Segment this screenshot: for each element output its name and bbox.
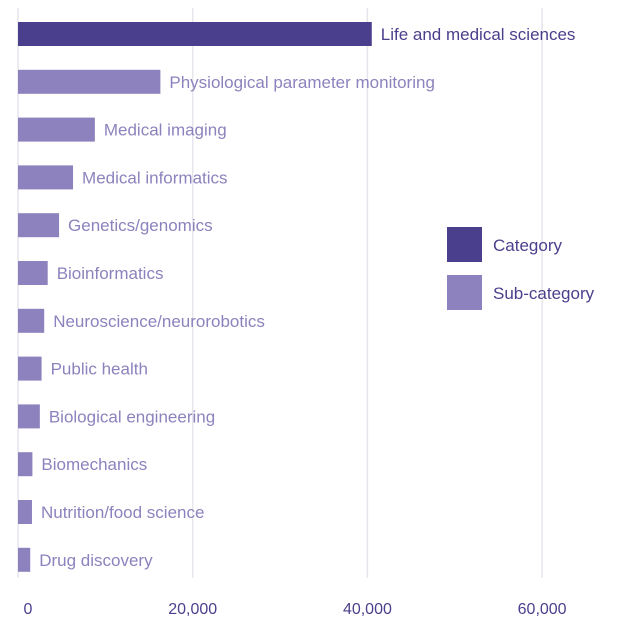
x-axis-ticks: 0 20,000 40,000 60,000 [24,601,567,618]
x-tick-label: 40,000 [343,601,392,618]
bar-label: Nutrition/food science [41,503,204,522]
bar-label: Biomechanics [41,455,147,474]
bar-label: Bioinformatics [57,264,164,283]
x-tick-label: 0 [24,601,33,618]
bar-label: Physiological parameter monitoring [169,73,435,92]
bar-medical-informatics [18,165,74,190]
x-tick-label: 20,000 [168,601,217,618]
bars [18,22,372,572]
bar-drug-discovery [18,547,31,572]
bar-medical-imaging [18,117,95,142]
bar-bioinformatics [18,261,48,285]
legend-swatch-sub-category [447,275,482,310]
bar-label: Neuroscience/neurorobotics [53,312,265,331]
legend: Category Sub-category [447,227,595,310]
bar-neuroscience-neurorobotics [18,308,45,333]
x-tick-label: 60,000 [518,601,567,618]
bar-label: Life and medical sciences [381,25,576,44]
legend-label: Category [493,236,562,255]
bar-life-and-medical-sciences [18,22,372,46]
bar-biological-engineering [18,404,40,429]
bar-biomechanics [18,452,33,477]
bar-label: Genetics/genomics [68,216,213,235]
grid-lines [17,8,543,578]
bar-label: Drug discovery [39,551,153,570]
bar-label: Biological engineering [49,407,215,426]
legend-label: Sub-category [493,284,595,303]
bar-public-health [18,356,42,381]
bar-label: Medical informatics [82,168,228,187]
bar-labels: Life and medical sciences Physiological p… [39,25,575,570]
bar-label: Medical imaging [104,121,227,140]
bar-label: Public health [51,360,148,379]
legend-swatch-category [447,227,482,262]
bar-genetics-genomics [18,213,60,238]
bar-physiological-parameter-monitoring [18,69,161,94]
bar-nutrition-food-science [18,500,32,524]
